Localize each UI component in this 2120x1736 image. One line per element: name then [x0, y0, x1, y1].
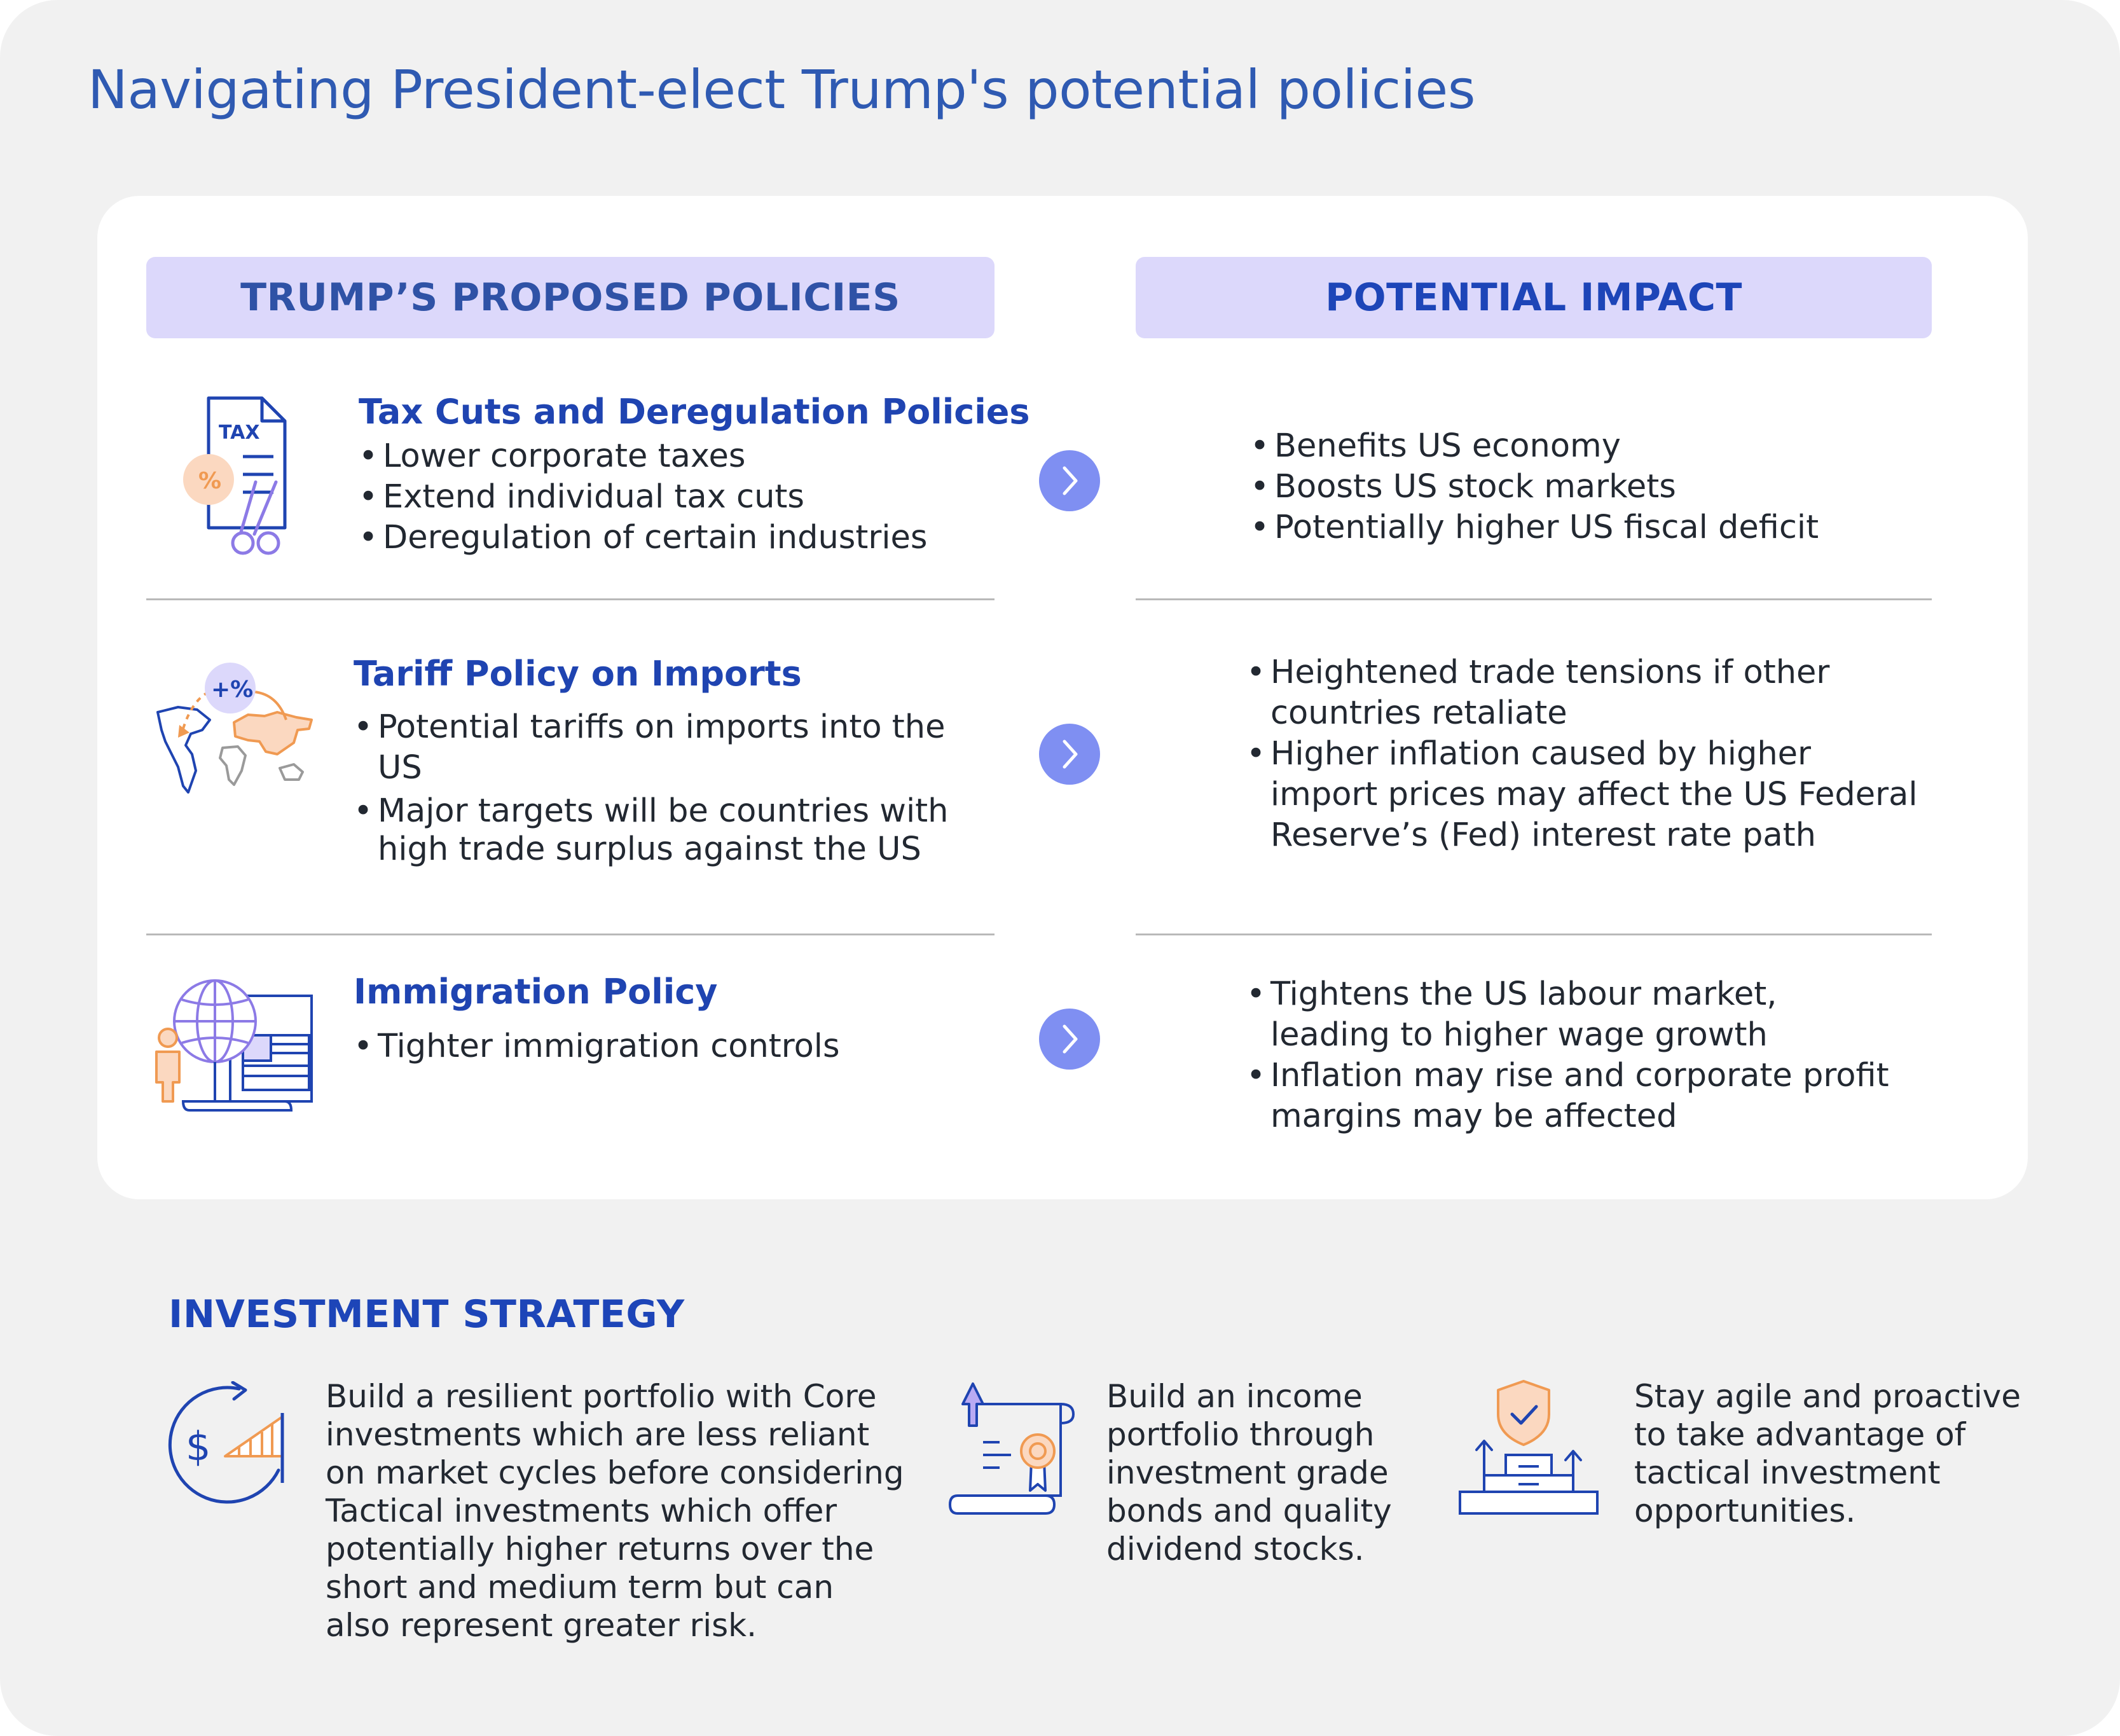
tax-icon-label: TAX [219, 422, 259, 444]
chevron-right-icon [1063, 740, 1078, 769]
strategy-text-agile: Stay agile and proactive to take advanta… [1634, 1378, 2021, 1529]
chevron-right-icon [1063, 1024, 1078, 1054]
arrow-button-row-2[interactable] [1039, 724, 1100, 785]
strategy-text-core: Build a resilient portfolio with Core in… [326, 1378, 904, 1644]
list-item: Deregulation of certain industries [359, 518, 969, 558]
arrow-button-row-3[interactable] [1039, 1009, 1100, 1070]
list-item: Lower corporate taxes [359, 436, 969, 477]
list-item: Inflation may rise and corporate profit … [1246, 1056, 1895, 1137]
impact-bullets-immigration: Tightens the US labour market, leading t… [1246, 974, 1895, 1137]
list-item: Potentially higher US fiscal deficit [1250, 507, 1918, 548]
policies-header: TRUMP’S PROPOSED POLICIES [146, 257, 995, 338]
bond-certificate-icon [948, 1379, 1076, 1519]
strategy-text-income: Build an income portfolio through invest… [1106, 1378, 1392, 1567]
impact-bullets-tax: Benefits US economy Boosts US stock mark… [1250, 426, 1918, 548]
list-item: Major targets will be countries with hig… [354, 792, 989, 869]
list-item: Extend individual tax cuts [359, 477, 969, 518]
list-item: Potential tariffs on imports into the US [354, 707, 989, 789]
strategy-title: INVESTMENT STRATEGY [169, 1292, 685, 1337]
row-divider-left-1 [146, 598, 995, 600]
immigration-globe-icon [148, 977, 319, 1119]
world-map-tariff-icon: +% [153, 659, 318, 799]
policy-bullets-immigration: Tighter immigration controls [354, 1026, 964, 1067]
arrow-button-row-1[interactable] [1039, 450, 1100, 511]
dollar-growth-cycle-icon: $ [164, 1381, 291, 1508]
tariff-icon-label: +% [211, 677, 253, 703]
list-item: Heightened trade tensions if other count… [1246, 652, 1920, 734]
policy-bullets-tariff: Potential tariffs on imports into the US… [354, 707, 989, 869]
list-item: Tightens the US labour market, leading t… [1246, 974, 1895, 1056]
policy-title-tariff: Tariff Policy on Imports [354, 654, 802, 694]
dollar-sign: $ [186, 1423, 210, 1470]
row-divider-right-1 [1136, 598, 1932, 600]
tax-icon-percent: % [198, 468, 221, 494]
impact-header: POTENTIAL IMPACT [1136, 257, 1932, 338]
policy-title-immigration: Immigration Policy [354, 972, 718, 1012]
row-divider-left-2 [146, 933, 995, 935]
row-divider-right-2 [1136, 933, 1932, 935]
list-item: Tighter immigration controls [354, 1026, 964, 1067]
list-item: Boosts US stock markets [1250, 467, 1918, 507]
tax-document-icon: TAX % [179, 393, 294, 562]
policy-bullets-tax: Lower corporate taxes Extend individual … [359, 436, 969, 558]
shield-podium-icon [1459, 1379, 1605, 1519]
chevron-right-icon [1063, 466, 1078, 495]
impact-bullets-tariff: Heightened trade tensions if other count… [1246, 652, 1920, 856]
list-item: Higher inflation caused by higher import… [1246, 734, 1920, 856]
page-title: Navigating President-elect Trump's poten… [88, 59, 1476, 121]
list-item: Benefits US economy [1250, 426, 1918, 467]
policy-title-tax: Tax Cuts and Deregulation Policies [359, 392, 1030, 432]
